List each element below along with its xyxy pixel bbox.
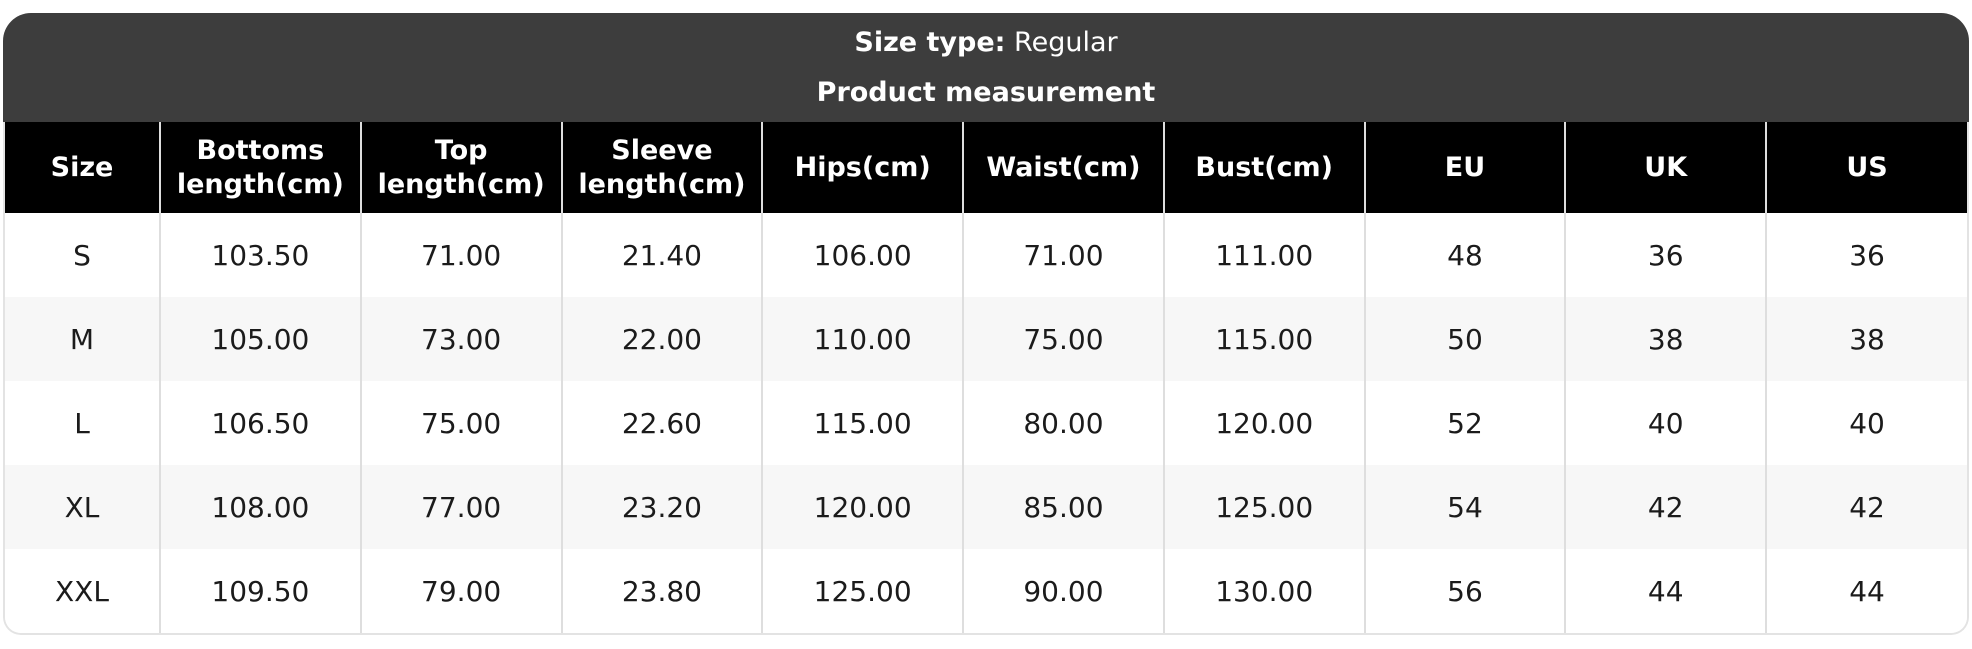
column-header-hips: Hips(cm) <box>761 122 964 213</box>
column-header-us: US <box>1765 122 1967 213</box>
table-row-s: S 103.50 71.00 21.40 106.00 71.00 111.00… <box>5 213 1967 297</box>
size-type-line: Size type: Regular <box>854 26 1117 60</box>
table-cell: 110.00 <box>761 297 964 381</box>
table-header-row: Size Bottoms length(cm) Top length(cm) S… <box>5 122 1967 213</box>
table-cell: 50 <box>1363 297 1566 381</box>
table-cell: 36 <box>1564 213 1767 297</box>
table-cell: 42 <box>1564 465 1767 549</box>
table-cell: 38 <box>1564 297 1767 381</box>
table-cell: 90.00 <box>962 549 1164 633</box>
table-cell: 109.50 <box>158 549 361 633</box>
table-cell: 103.50 <box>158 213 361 297</box>
table-cell: 52 <box>1363 381 1566 465</box>
table-cell: 22.00 <box>560 297 763 381</box>
table-row-m: M 105.00 73.00 22.00 110.00 75.00 115.00… <box>5 297 1967 381</box>
column-header-bust: Bust(cm) <box>1162 122 1365 213</box>
column-header-top-length: Top length(cm) <box>359 122 562 213</box>
column-header-eu: EU <box>1363 122 1566 213</box>
table-cell: 71.00 <box>359 213 562 297</box>
table-cell: 21.40 <box>560 213 763 297</box>
table-cell: 75.00 <box>359 381 562 465</box>
table-cell: 42 <box>1765 465 1967 549</box>
table-cell: 71.00 <box>962 213 1164 297</box>
table-cell: 130.00 <box>1162 549 1365 633</box>
table-cell: 56 <box>1363 549 1566 633</box>
column-header-size: Size <box>5 122 160 213</box>
table-cell: M <box>5 297 160 381</box>
table-cell: 111.00 <box>1162 213 1365 297</box>
table-cell: S <box>5 213 160 297</box>
table-cell: 40 <box>1765 381 1967 465</box>
table-row-xxl: XXL 109.50 79.00 23.80 125.00 90.00 130.… <box>5 549 1967 633</box>
table-cell: 23.80 <box>560 549 763 633</box>
table-cell: 115.00 <box>1162 297 1365 381</box>
table-cell: 22.60 <box>560 381 763 465</box>
column-header-bottoms-length: Bottoms length(cm) <box>158 122 361 213</box>
table-cell: 79.00 <box>359 549 562 633</box>
table-cell: 80.00 <box>962 381 1164 465</box>
table-cell: 106.00 <box>761 213 964 297</box>
size-table-wrapper: Size Bottoms length(cm) Top length(cm) S… <box>3 122 1969 635</box>
table-cell: 105.00 <box>158 297 361 381</box>
table-cell: L <box>5 381 160 465</box>
column-header-waist: Waist(cm) <box>962 122 1164 213</box>
table-cell: 85.00 <box>962 465 1164 549</box>
size-type-label: Size type: <box>854 26 1006 58</box>
table-cell: 120.00 <box>1162 381 1365 465</box>
table-row-xl: XL 108.00 77.00 23.20 120.00 85.00 125.0… <box>5 465 1967 549</box>
table-cell: 54 <box>1363 465 1566 549</box>
table-cell: 125.00 <box>1162 465 1365 549</box>
table-cell: 106.50 <box>158 381 361 465</box>
column-header-sleeve-length: Sleeve length(cm) <box>560 122 763 213</box>
product-measurement-title: Product measurement <box>816 76 1156 108</box>
table-cell: 120.00 <box>761 465 964 549</box>
table-cell: 125.00 <box>761 549 964 633</box>
table-cell: 36 <box>1765 213 1967 297</box>
table-cell: 115.00 <box>761 381 964 465</box>
table-cell: XXL <box>5 549 160 633</box>
table-cell: 73.00 <box>359 297 562 381</box>
table-cell: 108.00 <box>158 465 361 549</box>
size-chart-banner: Size type: Regular Product measurement <box>3 13 1969 122</box>
size-type-value: Regular <box>1014 26 1118 58</box>
table-cell: 44 <box>1765 549 1967 633</box>
table-cell: 23.20 <box>560 465 763 549</box>
table-cell: 38 <box>1765 297 1967 381</box>
table-cell: 48 <box>1363 213 1566 297</box>
size-chart-card: Size type: Regular Product measurement S… <box>3 13 1969 635</box>
table-cell: 75.00 <box>962 297 1164 381</box>
column-header-uk: UK <box>1564 122 1767 213</box>
table-row-l: L 106.50 75.00 22.60 115.00 80.00 120.00… <box>5 381 1967 465</box>
table-cell: XL <box>5 465 160 549</box>
table-cell: 44 <box>1564 549 1767 633</box>
table-cell: 77.00 <box>359 465 562 549</box>
size-chart-table: Size Bottoms length(cm) Top length(cm) S… <box>5 122 1967 633</box>
table-cell: 40 <box>1564 381 1767 465</box>
